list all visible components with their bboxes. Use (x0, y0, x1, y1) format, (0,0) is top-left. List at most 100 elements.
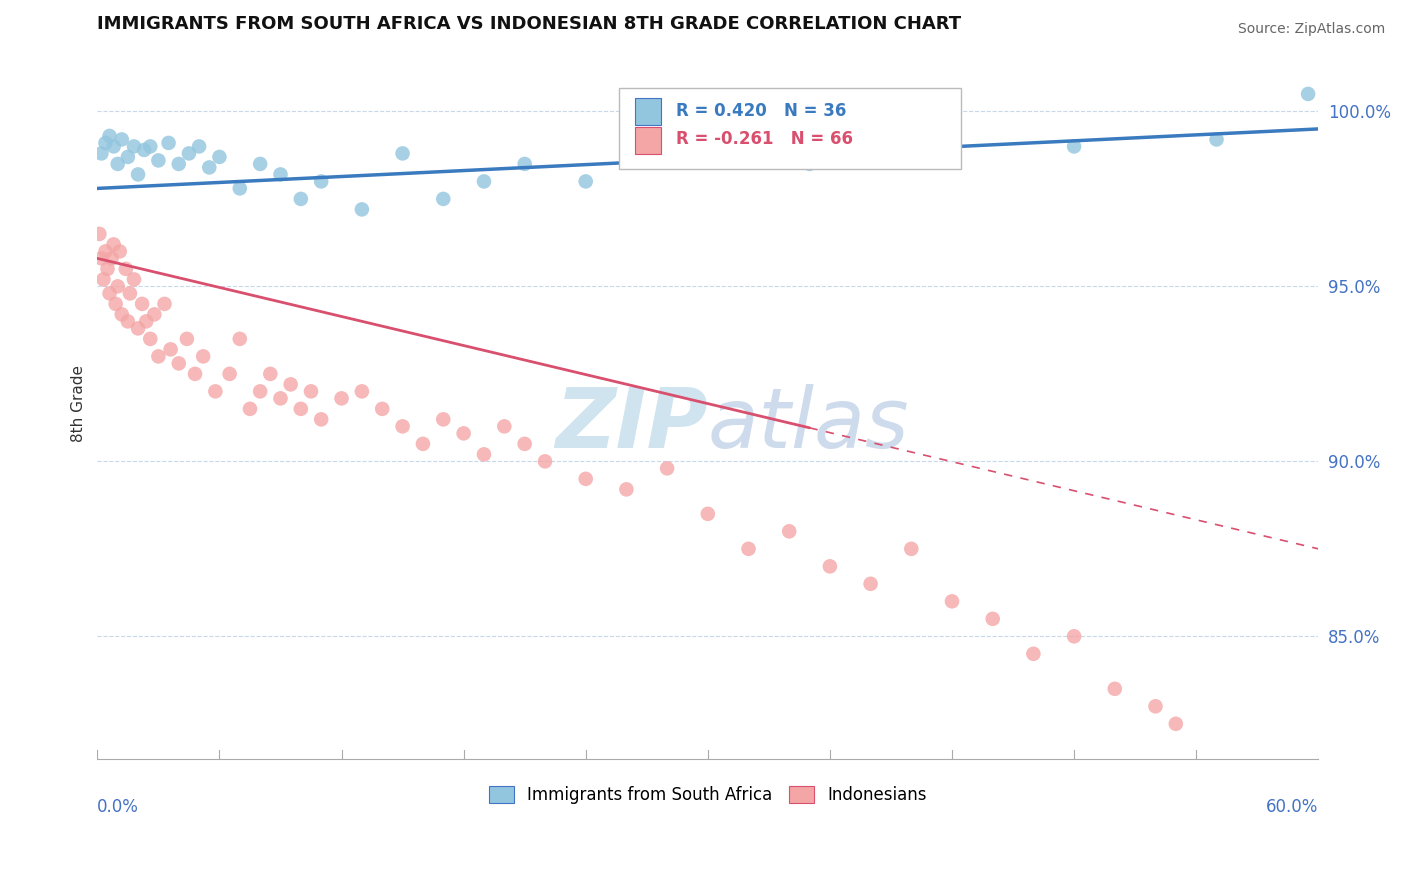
Point (655, 461, 678, 475)
Text: atlas: atlas (707, 384, 910, 466)
Point (198, 161, 221, 175)
Point (513, 157, 536, 171)
Point (575, 174, 598, 188)
Point (534, 454, 557, 468)
Point (309, 174, 332, 188)
Point (122, 272, 145, 286)
Point (696, 507, 718, 521)
Y-axis label: 8th Grade: 8th Grade (72, 365, 86, 442)
Point (204, 384, 226, 399)
Point (218, 367, 240, 381)
Point (350, 384, 373, 399)
Point (1063, 629, 1085, 643)
Point (127, 321, 149, 335)
Point (103, 237, 125, 252)
Point (900, 541, 922, 556)
Point (107, 157, 129, 171)
Point (108, 244, 131, 259)
FancyBboxPatch shape (634, 98, 661, 125)
Point (432, 192, 454, 206)
FancyBboxPatch shape (619, 87, 960, 169)
Point (122, 139, 145, 153)
Point (98, 128, 121, 143)
Point (94, 136, 117, 150)
Point (1296, 87, 1319, 101)
Point (159, 343, 181, 357)
Point (117, 150, 139, 164)
Point (737, 541, 759, 556)
Point (799, 157, 821, 171)
Point (90, 146, 112, 161)
Point (115, 261, 138, 276)
Point (494, 419, 516, 434)
Point (299, 384, 322, 399)
Point (371, 401, 394, 416)
Point (96, 261, 118, 276)
Point (269, 168, 291, 182)
Point (290, 192, 312, 206)
Point (239, 401, 262, 416)
Text: 60.0%: 60.0% (1265, 797, 1319, 816)
Text: R = -0.261   N = 66: R = -0.261 N = 66 (676, 130, 853, 148)
Point (157, 136, 180, 150)
Point (290, 401, 312, 416)
Point (167, 356, 190, 370)
Point (309, 412, 332, 426)
Point (818, 559, 841, 574)
Point (104, 297, 127, 311)
Point (859, 577, 882, 591)
Point (153, 297, 176, 311)
Point (93, 272, 115, 286)
Point (111, 132, 134, 146)
Point (391, 419, 413, 434)
Point (941, 594, 963, 608)
Point (453, 426, 475, 441)
Point (135, 314, 157, 328)
Point (280, 377, 302, 392)
Point (98, 286, 121, 301)
Point (89, 227, 111, 241)
Point (1063, 139, 1085, 153)
Point (900, 146, 922, 161)
Point (513, 437, 536, 451)
Point (167, 157, 190, 171)
Text: ZIP: ZIP (555, 384, 707, 466)
Text: IMMIGRANTS FROM SOUTH AFRICA VS INDONESIAN 8TH GRADE CORRELATION CHART: IMMIGRANTS FROM SOUTH AFRICA VS INDONESI… (97, 15, 962, 33)
Point (616, 483, 638, 497)
Point (139, 139, 162, 153)
Point (1144, 699, 1167, 714)
Point (412, 437, 434, 451)
Point (432, 412, 454, 426)
Point (249, 384, 271, 399)
Point (111, 307, 134, 321)
Point (1164, 716, 1187, 731)
Point (148, 153, 170, 168)
FancyBboxPatch shape (634, 127, 661, 153)
Point (229, 181, 252, 195)
Point (229, 332, 252, 346)
Point (472, 174, 495, 188)
Point (778, 524, 800, 539)
Point (148, 350, 170, 364)
Point (143, 307, 166, 321)
Point (117, 314, 139, 328)
Text: Source: ZipAtlas.com: Source: ZipAtlas.com (1237, 22, 1385, 37)
Point (177, 146, 200, 161)
Point (100, 252, 122, 266)
Point (134, 143, 156, 157)
Point (139, 332, 162, 346)
Point (208, 150, 231, 164)
Point (94, 244, 117, 259)
Point (184, 367, 207, 381)
Point (1104, 681, 1126, 696)
Point (188, 139, 211, 153)
Point (118, 286, 141, 301)
Point (1205, 132, 1227, 146)
Legend: Immigrants from South Africa, Indonesians: Immigrants from South Africa, Indonesian… (482, 780, 934, 811)
Point (350, 202, 373, 217)
Text: 0.0%: 0.0% (97, 797, 139, 816)
Point (696, 139, 718, 153)
Point (259, 367, 281, 381)
Point (575, 472, 598, 486)
Point (269, 392, 291, 406)
